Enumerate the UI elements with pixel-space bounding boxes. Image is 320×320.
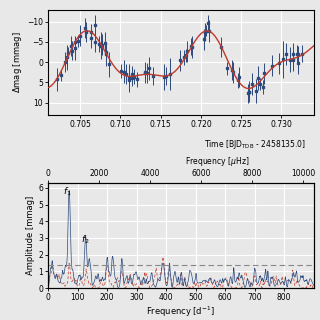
Text: $f_1$: $f_1$ [63, 186, 72, 198]
X-axis label: Frequency [d$^{-1}$]: Frequency [d$^{-1}$] [146, 305, 215, 319]
X-axis label: Time [BJD$_{\mathrm{TDB}}$ - 2458135.0]: Time [BJD$_{\mathrm{TDB}}$ - 2458135.0] [204, 138, 306, 151]
Y-axis label: $\Delta$mag [mmag]: $\Delta$mag [mmag] [12, 31, 24, 93]
Text: $f_2$: $f_2$ [81, 234, 90, 246]
Text: Frequency [$\mu$Hz]: Frequency [$\mu$Hz] [185, 155, 250, 168]
Y-axis label: Amplitude [mmag]: Amplitude [mmag] [27, 196, 36, 275]
